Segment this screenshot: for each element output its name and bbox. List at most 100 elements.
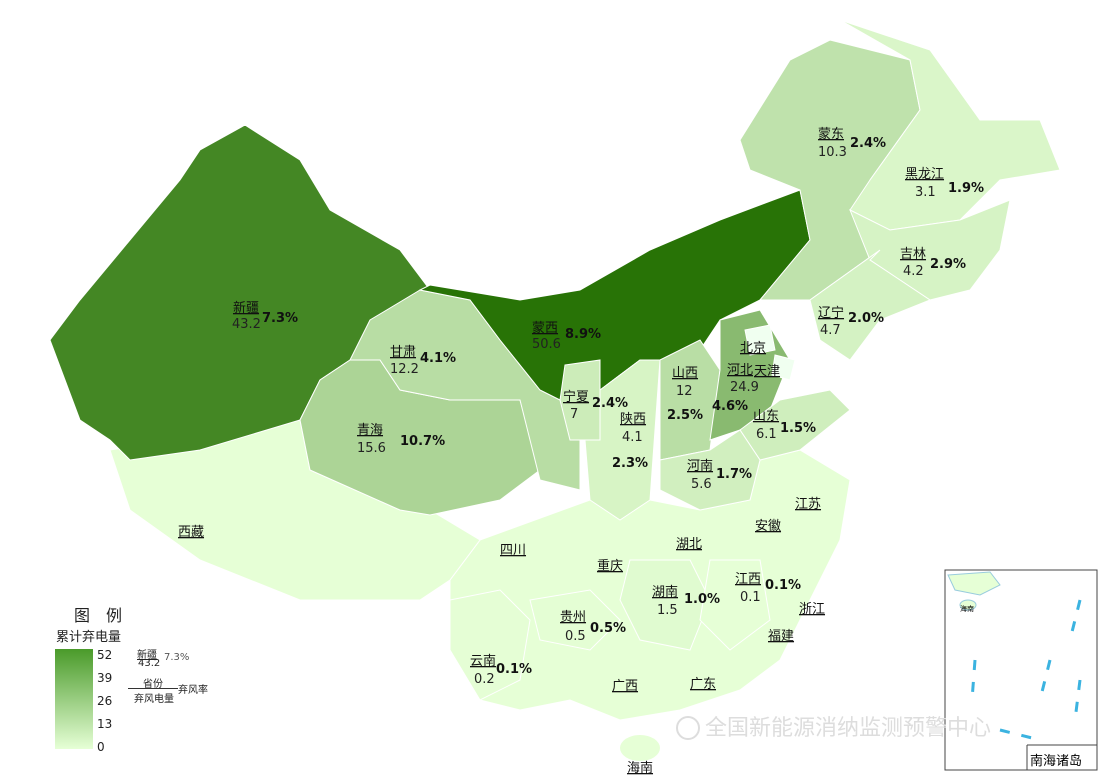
province-yunnan[interactable] <box>449 589 531 701</box>
province-name-label: 福建 <box>768 629 794 644</box>
province-name-label: 广东 <box>690 677 716 692</box>
province-value-yunnan: 0.2 <box>474 672 495 687</box>
province-value-shandong: 6.1 <box>756 427 777 442</box>
province-rate-mengdong: 2.4% <box>850 136 886 151</box>
province-rate-gansu: 4.1% <box>420 351 456 366</box>
province-rate-jilin: 2.9% <box>930 257 966 272</box>
province-value-ningxia: 7 <box>570 407 578 422</box>
province-name-xinjiang: 新疆 <box>233 300 259 316</box>
legend-example-value: 43.2 <box>138 658 161 669</box>
province-rate-jiangxi: 0.1% <box>765 578 801 593</box>
province-name-qinghai: 青海 <box>357 423 383 438</box>
legend-key-top: 省份 <box>143 679 163 690</box>
south-china-sea-inset: 海南 南海诸岛 <box>944 569 1098 771</box>
province-name-shaanxi: 陕西 <box>620 412 646 427</box>
province-name-label: 广西 <box>612 679 638 694</box>
province-value-henan: 5.6 <box>691 477 712 492</box>
province-name-henan: 河南 <box>687 458 713 474</box>
province-rate-guizhou: 0.5% <box>590 621 626 636</box>
legend-key-right: 弃风率 <box>178 685 208 696</box>
province-hunan[interactable] <box>619 559 711 651</box>
province-name-shanxi: 山西 <box>672 366 698 381</box>
province-value-gansu: 12.2 <box>390 362 419 377</box>
inset-hainan-label: 海南 <box>960 604 974 613</box>
province-value-jilin: 4.2 <box>903 264 924 279</box>
province-rate-liaoning: 2.0% <box>848 311 884 326</box>
province-name-gansu: 甘肃 <box>390 345 416 360</box>
province-rate-shandong: 1.5% <box>780 421 816 436</box>
province-rate-shaanxi: 2.3% <box>612 456 648 471</box>
province-name-mengxi: 蒙西 <box>532 321 558 336</box>
province-name-label: 浙江 <box>799 602 825 617</box>
province-name-guizhou: 贵州 <box>560 610 586 625</box>
legend-gradient-bar <box>55 649 93 749</box>
province-name-jilin: 吉林 <box>900 247 926 262</box>
province-rate-ningxia: 2.4% <box>592 396 628 411</box>
wechat-icon <box>676 716 700 740</box>
province-name-hebei: 河北 <box>727 363 753 378</box>
province-name-shandong: 山东 <box>753 409 779 424</box>
province-guizhou[interactable] <box>529 589 621 651</box>
legend-example-rate: 7.3% <box>164 652 190 663</box>
province-name-label: 西藏 <box>178 525 204 540</box>
province-name-label: 安徽 <box>755 519 781 534</box>
legend-example-name: 新疆 <box>137 650 157 661</box>
province-value-heilongjiang: 3.1 <box>915 185 936 200</box>
province-rate-mengxi: 8.9% <box>565 327 601 342</box>
legend-tick: 26 <box>97 694 113 708</box>
province-name-label: 江苏 <box>795 496 821 512</box>
province-value-shanxi: 12 <box>676 384 693 399</box>
province-tianjin[interactable] <box>771 354 796 381</box>
province-value-hunan: 1.5 <box>657 603 678 618</box>
province-value-mengxi: 50.6 <box>532 337 561 352</box>
legend-title: 图 例 <box>74 606 123 625</box>
legend-tick: 13 <box>97 717 113 731</box>
province-jiangxi[interactable] <box>699 559 771 651</box>
province-value-mengdong: 10.3 <box>818 145 847 160</box>
province-name-jiangxi: 江西 <box>735 572 761 587</box>
legend-key-bottom: 弃风电量 <box>134 694 174 705</box>
province-value-shaanxi: 4.1 <box>622 430 643 445</box>
province-rate-qinghai: 10.7% <box>400 434 445 449</box>
province-name-label: 四川 <box>500 543 526 558</box>
province-value-guizhou: 0.5 <box>565 629 586 644</box>
province-value-hebei: 24.9 <box>730 380 759 395</box>
province-rate-shanxi: 2.5% <box>667 408 703 423</box>
legend-tick: 0 <box>97 740 105 754</box>
province-name-label: 湖北 <box>676 537 702 552</box>
watermark: 全国新能源消纳监测预警中心 <box>705 716 991 741</box>
province-name-heilongjiang: 黑龙江 <box>905 167 944 182</box>
inset-title: 南海诸岛 <box>1030 753 1082 769</box>
province-rate-xinjiang: 7.3% <box>262 311 298 326</box>
province-value-xinjiang: 43.2 <box>232 317 261 332</box>
province-rate-hebei: 4.6% <box>712 399 748 414</box>
province-name-label: 天津 <box>754 364 780 379</box>
province-rate-heilongjiang: 1.9% <box>948 181 984 196</box>
province-shaanxi[interactable] <box>584 359 661 521</box>
province-value-qinghai: 15.6 <box>357 441 386 456</box>
province-name-label: 北京 <box>740 341 766 356</box>
province-rate-hunan: 1.0% <box>684 592 720 607</box>
province-liaoning[interactable] <box>809 249 932 361</box>
province-name-label: 重庆 <box>597 558 623 574</box>
legend-tick: 39 <box>97 671 113 685</box>
province-name-mengdong: 蒙东 <box>818 127 844 142</box>
legend-subtitle: 累计弃电量 <box>56 630 122 645</box>
province-name-hunan: 湖南 <box>652 584 678 600</box>
province-rate-yunnan: 0.1% <box>496 662 532 677</box>
province-value-liaoning: 4.7 <box>820 323 841 338</box>
province-rate-henan: 1.7% <box>716 467 752 482</box>
province-shanxi[interactable] <box>659 339 721 461</box>
province-henan[interactable] <box>659 429 761 511</box>
province-name-ningxia: 宁夏 <box>563 389 589 405</box>
legend-tick: 52 <box>97 648 113 662</box>
province-name-label: 海南 <box>627 760 653 776</box>
province-name-yunnan: 云南 <box>470 653 496 669</box>
province-name-liaoning: 辽宁 <box>818 305 844 321</box>
province-value-jiangxi: 0.1 <box>740 590 761 605</box>
province-hainan[interactable] <box>620 735 660 761</box>
province-beijing[interactable] <box>744 324 776 356</box>
legend-key-line <box>128 688 178 689</box>
